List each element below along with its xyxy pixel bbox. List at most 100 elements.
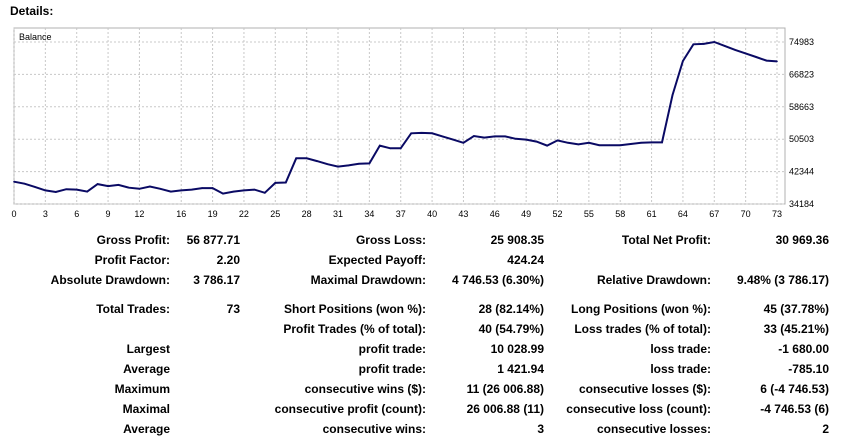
absolute-drawdown-value: 3 786.17 xyxy=(193,273,240,287)
balance-point xyxy=(243,189,245,192)
balance-point xyxy=(650,141,653,144)
x-tick-label: 28 xyxy=(302,209,312,219)
total-net-profit-label: Total Net Profit: xyxy=(621,233,711,247)
balance-point xyxy=(107,185,109,187)
y-axis-ticks: 74983 66823 58663 50503 42344 34184 xyxy=(789,37,814,209)
balance-point xyxy=(55,191,57,193)
x-tick-label: 61 xyxy=(647,209,657,219)
average-consecutive-label: Average xyxy=(123,422,170,436)
balance-point xyxy=(222,192,224,195)
balance-point xyxy=(399,147,402,150)
balance-point xyxy=(483,136,486,139)
x-tick-label: 46 xyxy=(490,209,500,219)
balance-point xyxy=(588,141,590,144)
balance-point xyxy=(201,187,203,189)
balance-point xyxy=(441,135,444,138)
chart-grid xyxy=(13,28,785,205)
balance-point xyxy=(75,188,78,191)
y-tick-label: 42344 xyxy=(789,167,814,177)
balance-point xyxy=(567,141,569,144)
balance-chart: Balance 74983 66823 58663 50503 42344 34184 0… xyxy=(11,27,814,219)
balance-point xyxy=(473,135,475,137)
x-tick-label: 40 xyxy=(427,209,437,219)
balance-point xyxy=(65,188,68,191)
x-tick-label: 19 xyxy=(208,209,218,219)
balance-point xyxy=(326,163,329,166)
balance-point xyxy=(629,143,632,145)
x-tick-label: 31 xyxy=(333,209,343,219)
balance-point xyxy=(682,60,684,62)
y-tick-label: 74983 xyxy=(789,37,814,47)
balance-point xyxy=(159,188,162,190)
y-tick-label: 34184 xyxy=(789,199,814,209)
x-tick-label: 34 xyxy=(364,209,374,219)
balance-line xyxy=(13,40,778,195)
balance-point xyxy=(264,192,266,194)
balance-point xyxy=(316,160,318,162)
balance-point xyxy=(525,138,527,141)
balance-point xyxy=(755,56,757,58)
avg-consecutive-wins-value: 3 xyxy=(537,422,544,436)
chart-frame xyxy=(13,27,786,205)
y-tick-label: 50503 xyxy=(789,134,814,144)
expected-payoff-label: Expected Payoff: xyxy=(328,253,426,267)
balance-point xyxy=(211,187,214,189)
x-tick-label: 49 xyxy=(521,209,531,219)
balance-point xyxy=(169,190,172,193)
balance-point xyxy=(744,52,747,55)
maximal-drawdown-value: 4 746.53 (6.30%) xyxy=(451,273,544,287)
balance-point xyxy=(232,190,235,193)
balance-point xyxy=(284,181,287,184)
balance-point xyxy=(640,141,642,144)
balance-point xyxy=(493,135,496,138)
balance-point xyxy=(96,183,99,185)
x-tick-label: 16 xyxy=(176,209,186,219)
balance-point xyxy=(23,182,26,185)
balance-point xyxy=(765,59,768,62)
max-consecutive-losses-label: consecutive losses ($): xyxy=(578,382,711,396)
absolute-drawdown-label: Absolute Drawdown: xyxy=(50,273,170,287)
largest-profit-value: 10 028.99 xyxy=(490,342,544,356)
x-tick-label: 6 xyxy=(74,209,79,219)
maximal-consecutive-loss-value: -4 746.53 (6) xyxy=(760,402,829,416)
largest-loss-value: -1 680.00 xyxy=(778,342,829,356)
chart-title: Balance xyxy=(19,32,52,42)
x-tick-label: 0 xyxy=(11,209,16,219)
average-loss-label: loss trade: xyxy=(650,362,711,376)
balance-point xyxy=(117,184,120,186)
loss-trades-value: 33 (45.21%) xyxy=(763,322,829,336)
x-tick-label: 3 xyxy=(43,209,48,219)
profit-factor-value: 2.20 xyxy=(216,253,240,267)
balance-point xyxy=(149,185,151,188)
balance-point xyxy=(504,135,507,138)
balance-point xyxy=(13,180,15,183)
x-tick-label: 9 xyxy=(106,209,111,219)
balance-point xyxy=(692,43,695,46)
maximal-consecutive-loss-label: consecutive loss (count): xyxy=(566,402,711,416)
maximal-consecutive-profit-value: 26 006.88 (11) xyxy=(466,402,544,416)
balance-point xyxy=(347,164,350,167)
gross-loss-value: 25 908.35 xyxy=(490,233,544,247)
x-tick-label: 55 xyxy=(584,209,594,219)
x-tick-label: 73 xyxy=(772,209,782,219)
balance-point xyxy=(190,188,193,191)
relative-drawdown-label: Relative Drawdown: xyxy=(596,273,711,287)
balance-point xyxy=(452,138,454,141)
x-tick-label: 37 xyxy=(396,209,406,219)
balance-point xyxy=(180,189,183,192)
balance-point xyxy=(776,60,778,63)
x-tick-label: 52 xyxy=(552,209,562,219)
largest-loss-label: loss trade: xyxy=(650,342,711,356)
balance-point xyxy=(34,186,36,188)
balance-point xyxy=(44,189,47,192)
balance-point xyxy=(734,49,736,51)
balance-point xyxy=(295,157,298,160)
total-net-profit-value: 30 969.36 xyxy=(775,233,829,247)
x-tick-label: 22 xyxy=(239,209,249,219)
balance-point xyxy=(379,144,381,147)
x-tick-label: 70 xyxy=(741,209,751,219)
balance-point xyxy=(671,94,674,96)
balance-point xyxy=(661,141,663,144)
balance-point xyxy=(431,132,433,135)
details-heading: Details: xyxy=(10,4,54,18)
